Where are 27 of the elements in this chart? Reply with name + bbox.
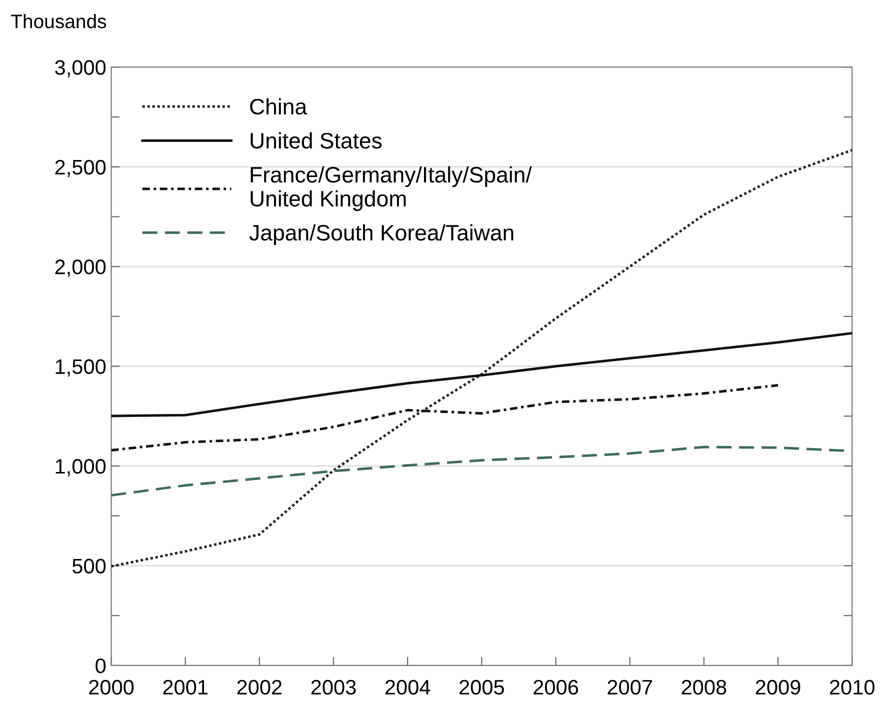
x-tick-label: 2005 (460, 680, 504, 695)
line-series (111, 332, 852, 418)
x-tick-label: 2010 (830, 680, 874, 695)
y-tick-label: 2,500 (55, 160, 106, 178)
legend-label: China (250, 98, 308, 115)
x-tick-label: 2003 (311, 680, 356, 695)
y-tick-label: 3,000 (55, 60, 106, 78)
legend-label: Japan/South Korea/Taiwan (249, 224, 514, 246)
x-tick-label: 2007 (608, 680, 652, 695)
line-series (111, 384, 780, 452)
y-tick-label: 1,000 (56, 459, 106, 476)
x-tick-label: 2004 (385, 680, 430, 695)
x-tick-label: 2009 (756, 680, 800, 695)
x-tick-label: 2000 (89, 680, 134, 695)
legend-label: France/Germany/Italy/Spain/ United Kingdom (250, 166, 532, 211)
x-tick-label: 2001 (163, 680, 208, 695)
y-tick-label: 2,000 (55, 260, 106, 277)
y-tick-label: 500 (72, 558, 106, 574)
x-tick-label: 2002 (237, 680, 282, 695)
y-tick-label: 0 (96, 658, 106, 674)
x-tick-label: 2006 (534, 680, 578, 695)
y-axis-title: Thousands (11, 14, 106, 28)
line-series (111, 148, 852, 568)
legend-label: United States (250, 132, 382, 149)
line-series (111, 446, 852, 497)
x-tick-label: 2008 (682, 680, 726, 695)
y-tick-label: 1,500 (56, 359, 106, 376)
